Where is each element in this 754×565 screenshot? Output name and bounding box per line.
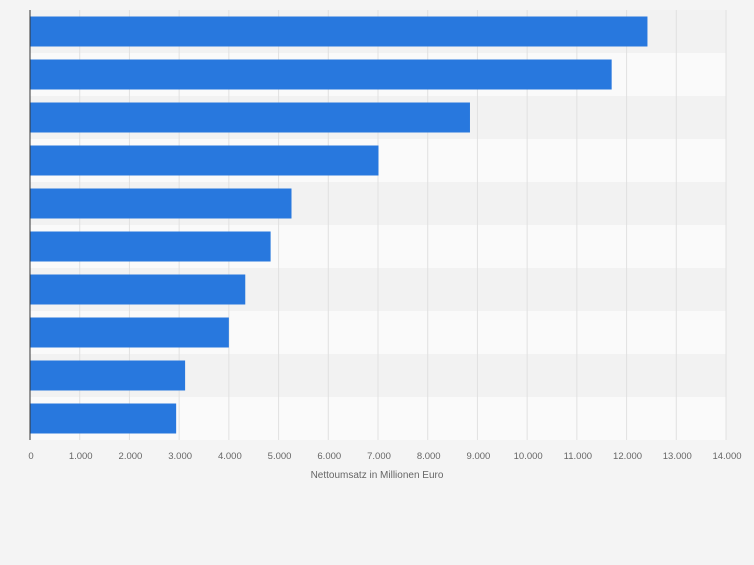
- x-tick-label: 11.000: [564, 451, 592, 462]
- x-axis-label: Nettoumsatz in Millionen Euro: [311, 470, 444, 481]
- bar[interactable]: [30, 102, 470, 133]
- x-tick-label: 10.000: [514, 451, 543, 462]
- x-tick-label: 2.000: [119, 451, 143, 462]
- x-tick-labels: 0 1.000 2.000 3.000 4.000 5.000 6.000 7.000 8.00…: [28, 451, 741, 462]
- x-tick-label: 9.000: [467, 451, 491, 462]
- bar[interactable]: [30, 274, 246, 305]
- bar[interactable]: [30, 231, 271, 262]
- x-tick-label: 5.000: [268, 451, 292, 462]
- x-tick-label: 1.000: [69, 451, 93, 462]
- x-tick-label: 0: [28, 451, 33, 462]
- x-tick-label: 14.000: [712, 451, 741, 462]
- bar[interactable]: [30, 145, 379, 176]
- x-tick-label: 12.000: [613, 451, 642, 462]
- x-tick-label: 13.000: [663, 451, 692, 462]
- bar[interactable]: [30, 59, 612, 90]
- x-tick-label: 8.000: [417, 451, 441, 462]
- bar[interactable]: [30, 16, 648, 47]
- x-tick-label: 6.000: [317, 451, 341, 462]
- bar[interactable]: [30, 403, 177, 434]
- x-tick-label: 7.000: [367, 451, 391, 462]
- x-tick-label: 3.000: [168, 451, 192, 462]
- bar[interactable]: [30, 188, 292, 219]
- x-tick-label: 4.000: [218, 451, 242, 462]
- bar[interactable]: [30, 360, 186, 391]
- bar[interactable]: [30, 317, 229, 348]
- bars: [30, 16, 648, 434]
